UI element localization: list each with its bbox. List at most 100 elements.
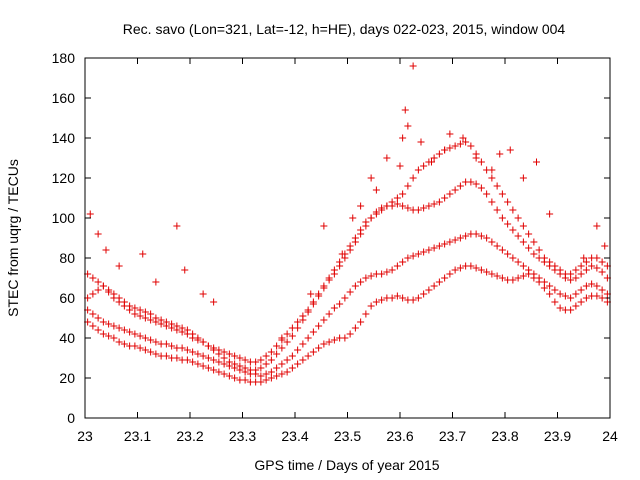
data-point xyxy=(288,332,296,340)
data-point xyxy=(506,146,514,154)
data-point xyxy=(357,278,365,286)
data-point xyxy=(417,138,425,146)
data-point xyxy=(577,286,585,294)
data-point xyxy=(304,334,312,342)
data-point xyxy=(215,346,223,354)
data-point xyxy=(299,312,307,320)
data-point xyxy=(582,282,590,290)
data-point xyxy=(420,204,428,212)
data-point xyxy=(204,354,212,362)
data-point xyxy=(257,372,265,380)
data-point xyxy=(496,150,504,158)
data-point xyxy=(493,242,501,250)
data-point xyxy=(294,360,302,368)
data-point xyxy=(446,130,454,138)
data-point xyxy=(362,218,370,226)
data-point xyxy=(330,336,338,344)
data-point xyxy=(551,286,559,294)
data-point xyxy=(567,306,575,314)
data-point xyxy=(126,306,134,314)
data-point xyxy=(283,330,291,338)
data-point xyxy=(315,322,323,330)
data-point xyxy=(441,146,449,154)
data-point xyxy=(220,370,228,378)
data-point xyxy=(425,246,433,254)
data-point xyxy=(577,262,585,270)
data-point xyxy=(372,186,380,194)
data-point xyxy=(399,258,407,266)
data-point xyxy=(325,338,333,346)
data-point xyxy=(267,356,275,364)
y-tick-label: 60 xyxy=(59,290,75,306)
data-point xyxy=(477,232,485,240)
data-point xyxy=(102,246,110,254)
data-point xyxy=(472,180,480,188)
data-point xyxy=(572,266,580,274)
data-point xyxy=(493,182,501,190)
data-point xyxy=(467,178,475,186)
data-point xyxy=(105,332,113,340)
data-point xyxy=(456,140,464,148)
data-point xyxy=(199,290,207,298)
data-point xyxy=(194,350,202,358)
data-point xyxy=(372,298,380,306)
data-point xyxy=(588,280,596,288)
data-point xyxy=(338,250,346,258)
data-point xyxy=(152,338,160,346)
data-point xyxy=(309,348,317,356)
data-point xyxy=(477,266,485,274)
data-point xyxy=(582,266,590,274)
data-point xyxy=(519,272,527,280)
data-point xyxy=(162,322,170,330)
data-point xyxy=(404,182,412,190)
data-point xyxy=(110,322,118,330)
data-point xyxy=(168,324,176,332)
data-point xyxy=(262,376,270,384)
data-point xyxy=(556,266,564,274)
data-point xyxy=(162,340,170,348)
data-point xyxy=(105,288,113,296)
data-point xyxy=(288,352,296,360)
x-tick-label: 23.4 xyxy=(281,428,308,444)
data-point xyxy=(498,190,506,198)
x-tick-label: 23.7 xyxy=(439,428,466,444)
data-point xyxy=(367,272,375,280)
data-point xyxy=(257,364,265,372)
y-tick-label: 120 xyxy=(52,170,76,186)
data-point xyxy=(288,324,296,332)
data-point xyxy=(414,294,422,302)
data-point xyxy=(535,246,543,254)
y-tick-label: 0 xyxy=(67,410,75,426)
data-point xyxy=(309,328,317,336)
data-point xyxy=(241,356,249,364)
data-point xyxy=(173,354,181,362)
data-point xyxy=(241,376,249,384)
data-point xyxy=(136,312,144,320)
data-point xyxy=(420,162,428,170)
data-point xyxy=(593,292,601,300)
data-point xyxy=(278,360,286,368)
data-point xyxy=(493,206,501,214)
data-point xyxy=(99,318,107,326)
data-point xyxy=(262,352,270,360)
data-point xyxy=(430,282,438,290)
data-point xyxy=(288,364,296,372)
data-point xyxy=(325,310,333,318)
data-point xyxy=(420,290,428,298)
y-tick-label: 160 xyxy=(52,90,76,106)
data-point xyxy=(401,106,409,114)
data-point xyxy=(283,338,291,346)
data-point xyxy=(593,254,601,262)
data-point xyxy=(540,254,548,262)
data-point xyxy=(267,348,275,356)
data-point xyxy=(488,198,496,206)
data-point xyxy=(231,352,239,360)
data-point xyxy=(493,272,501,280)
data-point xyxy=(131,310,139,318)
data-point xyxy=(120,340,128,348)
data-point xyxy=(404,254,412,262)
data-point xyxy=(435,150,443,158)
data-point xyxy=(446,190,454,198)
data-point xyxy=(577,298,585,306)
